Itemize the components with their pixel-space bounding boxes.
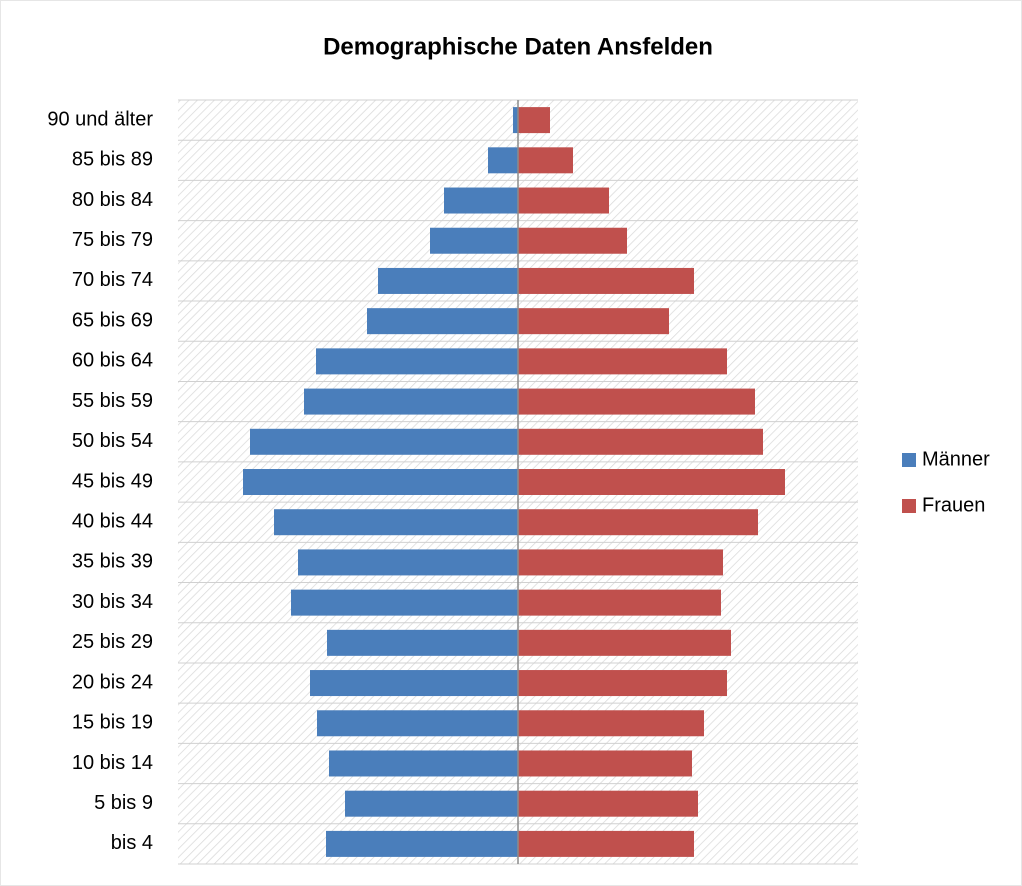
bar — [518, 750, 692, 777]
y-tick-label: 45 bis 49 — [72, 470, 153, 492]
bar — [518, 629, 731, 656]
bar — [518, 549, 723, 576]
bar — [518, 428, 763, 455]
bar — [345, 790, 518, 817]
y-tick-label: 70 bis 74 — [72, 269, 153, 291]
y-tick-label: 35 bis 39 — [72, 551, 153, 573]
bar — [329, 750, 518, 777]
bar — [317, 710, 518, 737]
bar — [488, 147, 518, 174]
y-tick-label: 90 und älter — [47, 108, 153, 130]
y-tick-label: 85 bis 89 — [72, 149, 153, 171]
y-tick-label: 10 bis 14 — [72, 752, 153, 774]
bar — [513, 107, 518, 134]
bar — [327, 629, 518, 656]
y-tick-label: 55 bis 59 — [72, 390, 153, 412]
bar — [518, 308, 669, 335]
bar — [298, 549, 518, 576]
bar — [518, 830, 694, 857]
bar — [518, 348, 727, 375]
legend-label: Männer — [922, 448, 990, 470]
bar — [310, 670, 518, 697]
y-tick-label: 50 bis 54 — [72, 430, 153, 452]
y-tick-label: 25 bis 29 — [72, 631, 153, 653]
y-tick-label: 30 bis 34 — [72, 591, 153, 613]
bar — [518, 107, 550, 134]
y-tick-label: bis 4 — [111, 832, 153, 854]
legend-label: Frauen — [922, 494, 985, 516]
bar — [367, 308, 518, 335]
bar — [518, 267, 694, 294]
bar — [250, 428, 518, 455]
chart-title: Demographische Daten Ansfelden — [323, 33, 713, 60]
y-tick-label: 20 bis 24 — [72, 671, 153, 693]
bar — [274, 509, 518, 536]
bar — [518, 227, 627, 254]
bar — [518, 187, 609, 214]
legend-swatch — [902, 453, 916, 467]
bar — [518, 509, 758, 536]
y-tick-label: 15 bis 19 — [72, 712, 153, 734]
bar — [518, 790, 698, 817]
y-tick-label: 75 bis 79 — [72, 229, 153, 251]
bar — [518, 670, 727, 697]
bar — [518, 469, 785, 495]
y-tick-label: 40 bis 44 — [72, 510, 153, 532]
bar — [243, 469, 518, 495]
y-tick-label: 65 bis 69 — [72, 309, 153, 331]
y-tick-label: 60 bis 64 — [72, 350, 153, 372]
bar — [518, 589, 721, 616]
bar — [518, 147, 573, 174]
bar — [430, 227, 518, 254]
y-tick-label: 5 bis 9 — [94, 792, 153, 814]
legend-swatch — [902, 499, 916, 513]
bar — [316, 348, 518, 375]
bar — [378, 267, 518, 294]
bar — [518, 388, 755, 415]
bar — [518, 710, 704, 737]
y-tick-label: 80 bis 84 — [72, 189, 153, 211]
bar — [304, 388, 518, 415]
bar — [326, 830, 518, 857]
bar — [444, 187, 518, 214]
bar — [291, 589, 518, 616]
